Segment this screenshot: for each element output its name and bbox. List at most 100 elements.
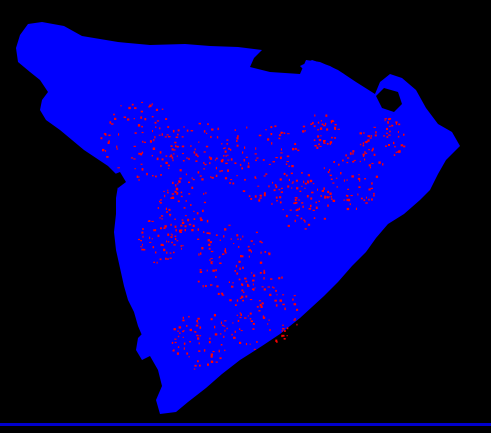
highlight-speck (286, 155, 290, 158)
highlight-speck (209, 259, 211, 261)
highlight-speck (359, 179, 361, 182)
highlight-speck (114, 117, 117, 120)
highlight-speck (315, 206, 318, 209)
highlight-speck (165, 155, 168, 157)
highlight-speck (332, 199, 336, 202)
highlight-speck (179, 332, 181, 334)
highlight-speck (224, 250, 227, 253)
highlight-speck (247, 285, 250, 287)
highlight-speck (241, 289, 244, 292)
highlight-speck (152, 175, 154, 177)
highlight-speck (218, 349, 220, 352)
highlight-speck (159, 151, 162, 154)
highlight-speck (178, 326, 182, 329)
highlight-speck (304, 187, 306, 189)
highlight-speck (250, 198, 253, 200)
highlight-speck (307, 180, 309, 183)
highlight-speck (321, 123, 324, 126)
highlight-speck (117, 167, 120, 169)
highlight-speckles (100, 101, 406, 370)
highlight-speck (294, 198, 297, 202)
landmass-region (16, 22, 460, 414)
highlight-speck (160, 174, 162, 176)
highlight-speck (177, 133, 179, 136)
highlight-speck (342, 159, 344, 162)
highlight-speck (238, 278, 241, 281)
highlight-speck (318, 200, 320, 202)
highlight-speck (287, 224, 290, 227)
highlight-speck (386, 136, 389, 138)
highlight-speck (210, 318, 213, 321)
highlight-speck (352, 152, 354, 155)
highlight-speck (159, 217, 161, 219)
highlight-speck (271, 142, 273, 145)
highlight-speck (295, 209, 298, 212)
highlight-speck (267, 138, 270, 141)
highlight-speck (358, 174, 360, 176)
highlight-speck (168, 241, 170, 243)
highlight-speck (270, 278, 273, 280)
highlight-speck (180, 224, 183, 227)
highlight-speck (297, 208, 299, 211)
highlight-speck (197, 317, 200, 320)
highlight-speck (262, 316, 266, 319)
highlight-speck (181, 248, 182, 250)
highlight-speck (227, 169, 229, 172)
highlight-speck (214, 325, 216, 329)
highlight-speck (254, 195, 257, 198)
highlight-speck (387, 121, 389, 124)
highlight-speck (280, 187, 283, 189)
highlight-speck (102, 148, 105, 152)
highlight-speck (234, 162, 237, 164)
bottom-strip (0, 423, 491, 426)
highlight-speck (239, 297, 242, 299)
highlight-speck (184, 229, 186, 232)
highlight-speck (324, 122, 327, 125)
highlight-speck (140, 240, 142, 242)
highlight-speck (224, 147, 226, 149)
highlight-speck (310, 197, 313, 200)
highlight-speck (264, 251, 267, 253)
highlight-speck (171, 148, 174, 151)
highlight-speck (201, 247, 204, 250)
highlight-speck (245, 295, 248, 298)
highlight-speck (206, 219, 209, 223)
highlight-speck (299, 190, 302, 192)
highlight-speck (287, 185, 290, 188)
highlight-speck (282, 209, 284, 211)
highlight-speck (215, 276, 217, 278)
highlight-speck (166, 211, 168, 213)
highlight-speck (235, 304, 237, 306)
island-3 (136, 330, 152, 360)
highlight-speck (362, 155, 365, 157)
highlight-speck (211, 128, 214, 131)
highlight-speck (141, 243, 143, 246)
highlight-speck (160, 215, 164, 217)
highlight-speck (274, 184, 277, 186)
highlight-speck (113, 113, 115, 116)
highlight-speck (311, 191, 314, 194)
highlight-speck (210, 261, 212, 264)
highlight-speck (388, 134, 391, 136)
highlight-speck (350, 195, 353, 197)
highlight-speck (337, 128, 340, 130)
highlight-speck (209, 337, 211, 340)
highlight-speck (317, 121, 320, 124)
highlight-speck (221, 143, 223, 145)
highlight-speck (254, 153, 257, 155)
highlight-speck (159, 200, 161, 202)
highlight-speck (149, 241, 152, 243)
highlight-speck (203, 151, 206, 153)
highlight-speck (182, 336, 184, 338)
highlight-speck (210, 353, 213, 356)
highlight-speck (397, 130, 399, 134)
highlight-speck (320, 135, 322, 137)
highlight-speck (171, 341, 174, 344)
highlight-speck (193, 151, 196, 154)
highlight-speck (319, 127, 323, 130)
highlight-speck (217, 292, 220, 295)
highlight-speck (166, 134, 169, 136)
highlight-speck (269, 293, 272, 296)
highlight-speck (398, 150, 401, 153)
